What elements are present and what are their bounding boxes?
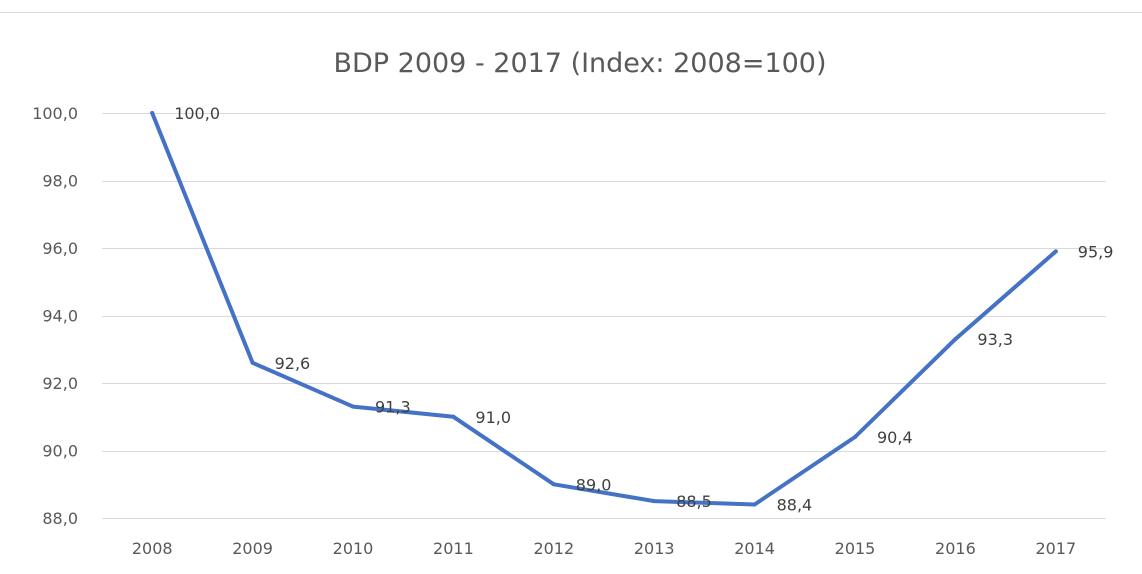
x-tick-label: 2009 bbox=[232, 539, 273, 558]
x-axis-tick-labels: 2008 2009 2010 2011 2012 2013 2014 2015 2016 2017 bbox=[132, 539, 1076, 558]
x-tick-label: 2010 bbox=[333, 539, 374, 558]
data-point bbox=[250, 360, 255, 365]
data-label: 95,9 bbox=[1078, 242, 1114, 261]
data-point bbox=[551, 482, 556, 487]
x-tick-label: 2016 bbox=[935, 539, 976, 558]
x-tick-label: 2015 bbox=[835, 539, 876, 558]
gridlines bbox=[102, 113, 1106, 519]
series-line bbox=[150, 111, 1058, 507]
y-axis-tick-labels: 88,0 90,0 92,0 94,0 96,0 98,0 100,0 bbox=[32, 104, 78, 528]
data-point bbox=[752, 502, 757, 507]
data-point bbox=[652, 499, 657, 504]
data-label: 91,0 bbox=[475, 408, 511, 427]
x-tick-label: 2014 bbox=[734, 539, 775, 558]
data-label: 90,4 bbox=[877, 428, 913, 447]
data-point bbox=[150, 111, 155, 115]
y-tick-label: 92,0 bbox=[42, 374, 78, 393]
x-tick-label: 2013 bbox=[634, 539, 675, 558]
data-label: 91,3 bbox=[375, 398, 411, 417]
data-label: 93,3 bbox=[977, 330, 1013, 349]
data-label: 88,4 bbox=[777, 496, 813, 515]
data-label: 89,0 bbox=[576, 475, 612, 494]
data-label: 92,6 bbox=[275, 354, 311, 373]
data-point bbox=[351, 404, 355, 409]
data-point bbox=[451, 414, 456, 419]
data-label: 88,5 bbox=[676, 492, 712, 511]
x-tick-label: 2011 bbox=[433, 539, 474, 558]
data-labels: 100,0 92,6 91,3 91,0 89,0 88,5 88,4 90,4 93,3 95,… bbox=[174, 104, 1113, 515]
data-point bbox=[953, 337, 958, 342]
data-label: 100,0 bbox=[174, 104, 220, 123]
y-tick-label: 98,0 bbox=[42, 172, 78, 191]
data-point bbox=[853, 435, 857, 439]
y-tick-label: 96,0 bbox=[42, 239, 78, 258]
x-tick-label: 2012 bbox=[533, 539, 574, 558]
x-tick-label: 2017 bbox=[1035, 539, 1076, 558]
y-tick-label: 94,0 bbox=[42, 307, 78, 326]
y-tick-label: 88,0 bbox=[42, 509, 78, 528]
y-tick-label: 100,0 bbox=[32, 104, 78, 123]
series-layer bbox=[150, 111, 1058, 507]
data-point bbox=[1053, 249, 1058, 254]
chart-title: BDP 2009 - 2017 (Index: 2008=100) bbox=[333, 48, 826, 79]
x-tick-label: 2008 bbox=[132, 539, 173, 558]
y-tick-label: 90,0 bbox=[42, 442, 78, 461]
